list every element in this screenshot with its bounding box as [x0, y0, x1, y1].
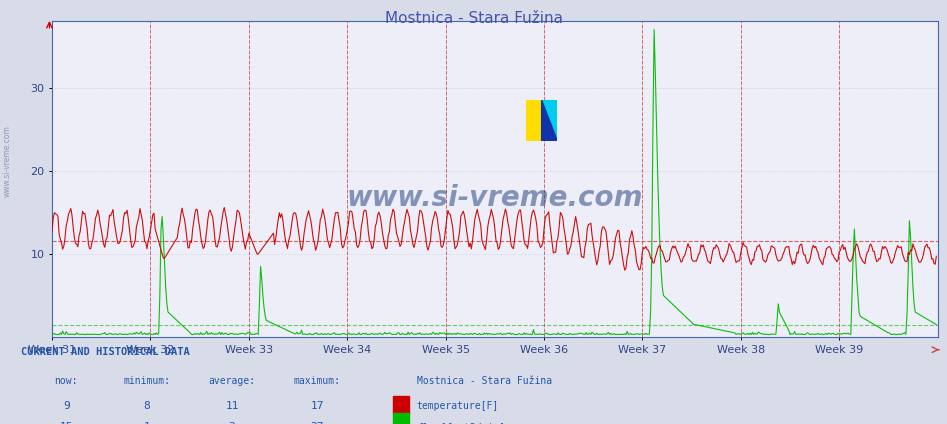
Text: 3: 3 [228, 422, 236, 424]
Text: temperature[F]: temperature[F] [417, 402, 499, 411]
Text: flow[foot3/min]: flow[foot3/min] [417, 422, 505, 424]
Text: 37: 37 [311, 422, 324, 424]
Text: maximum:: maximum: [294, 376, 341, 386]
Text: 9: 9 [63, 402, 70, 411]
Text: 17: 17 [311, 402, 324, 411]
Bar [526, 100, 542, 141]
Text: Mostnica - Stara Fužina: Mostnica - Stara Fužina [417, 376, 552, 386]
Text: 8: 8 [143, 402, 151, 411]
Text: 1: 1 [143, 422, 151, 424]
Text: Mostnica - Stara Fužina: Mostnica - Stara Fužina [384, 11, 563, 25]
Text: now:: now: [55, 376, 78, 386]
Text: minimum:: minimum: [123, 376, 170, 386]
Polygon shape [542, 100, 558, 141]
Bar [542, 100, 558, 141]
Text: average:: average: [208, 376, 256, 386]
Bar [393, 413, 409, 424]
Text: www.si-vreme.com: www.si-vreme.com [347, 184, 643, 212]
Text: 11: 11 [225, 402, 239, 411]
Text: www.si-vreme.com: www.si-vreme.com [3, 125, 12, 197]
Bar [393, 396, 409, 413]
Text: CURRENT AND HISTORICAL DATA: CURRENT AND HISTORICAL DATA [21, 348, 189, 357]
Text: 15: 15 [60, 422, 73, 424]
